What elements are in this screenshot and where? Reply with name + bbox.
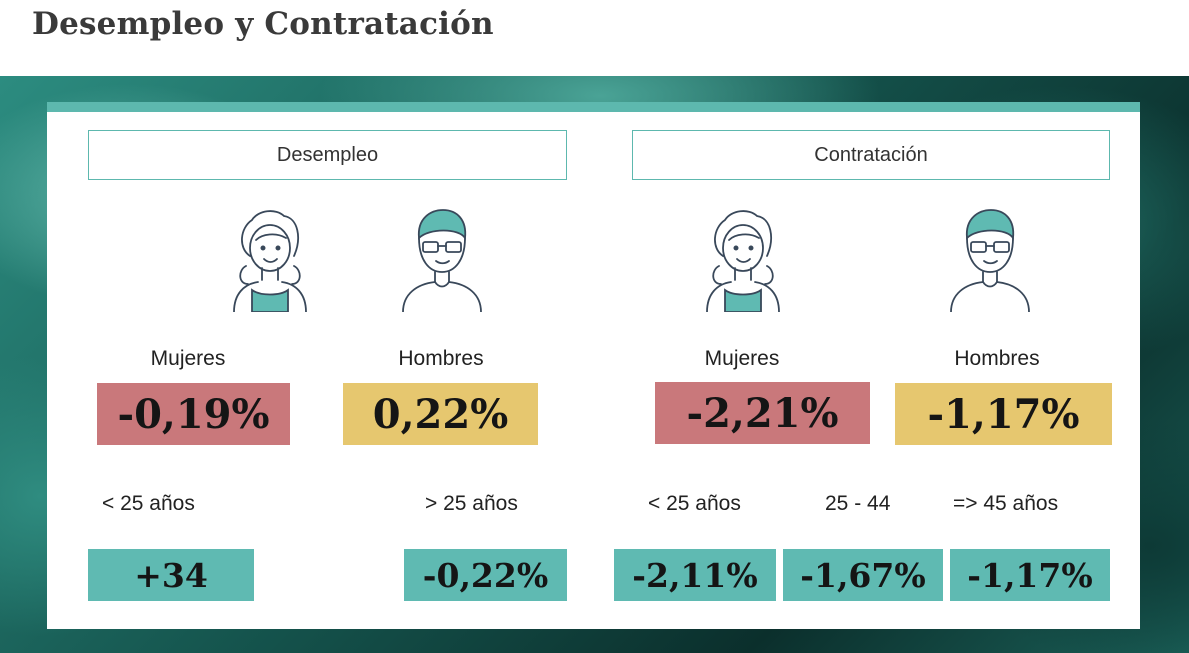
desempleo-women-label: Mujeres xyxy=(150,347,226,370)
man-avatar-icon xyxy=(402,209,482,312)
desempleo-women-value: -0,19% xyxy=(97,383,290,445)
contratacion-header: Contratación xyxy=(632,130,1110,180)
desempleo-men-value: 0,22% xyxy=(343,383,538,445)
woman-avatar-icon xyxy=(233,210,307,312)
desempleo-age-value-over25: -0,22% xyxy=(404,549,567,601)
man-avatar-icon xyxy=(950,209,1030,312)
contratacion-age-label-under25: < 25 años xyxy=(648,492,741,515)
contratacion-men-value: -1,17% xyxy=(895,383,1112,445)
desempleo-age-value-under25: +34 xyxy=(88,549,254,601)
contratacion-age-label-25-44: 25 - 44 xyxy=(825,492,891,515)
page-title: Desempleo y Contratación xyxy=(32,6,494,42)
desempleo-men-label: Hombres xyxy=(398,347,484,370)
contratacion-women-label: Mujeres xyxy=(704,347,780,370)
contratacion-age-value-under25: -2,11% xyxy=(614,549,776,601)
desempleo-header: Desempleo xyxy=(88,130,567,180)
desempleo-age-label-over25: > 25 años xyxy=(425,492,518,515)
contratacion-men-label: Hombres xyxy=(954,347,1040,370)
woman-avatar-icon xyxy=(706,210,780,312)
contratacion-age-value-25-44: -1,67% xyxy=(783,549,943,601)
desempleo-age-label-under25: < 25 años xyxy=(102,492,195,515)
contratacion-age-value-over45: -1,17% xyxy=(950,549,1110,601)
contratacion-women-value: -2,21% xyxy=(655,382,870,444)
stats-card: Desempleo Contratación xyxy=(47,102,1140,629)
contratacion-age-label-over45: => 45 años xyxy=(953,492,1059,515)
